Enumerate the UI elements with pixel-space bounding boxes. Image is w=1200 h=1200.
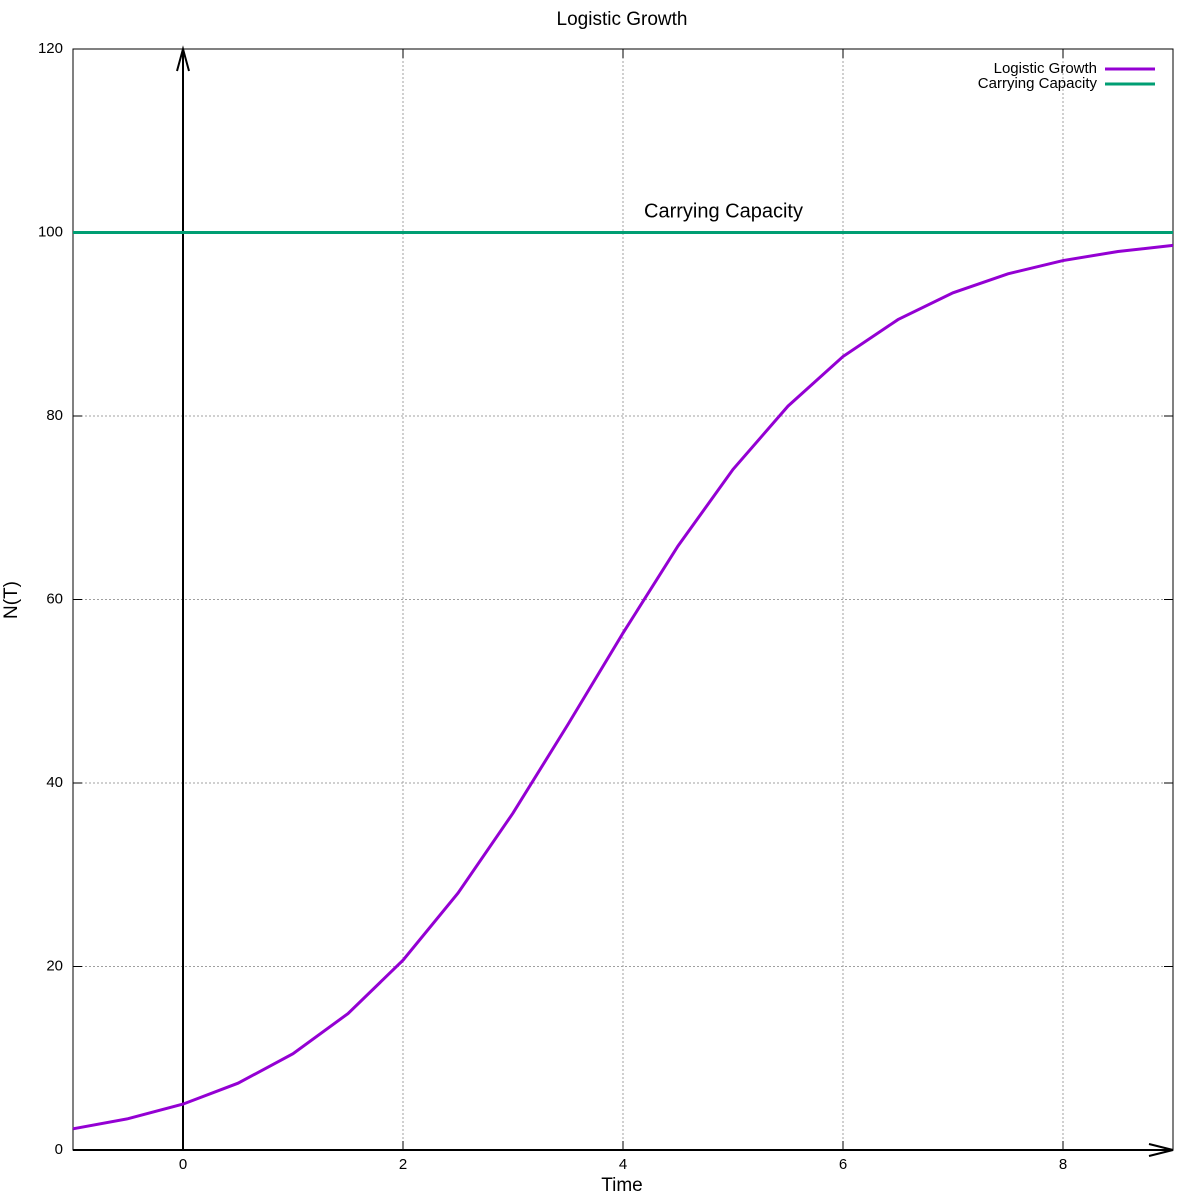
arrow-head — [176, 45, 190, 72]
x-tick-label: 8 — [1059, 1156, 1067, 1173]
y-tick-label: 100 — [38, 223, 63, 240]
y-tick-label: 0 — [55, 1141, 63, 1158]
chart-title: Logistic Growth — [557, 9, 688, 30]
legend-label: Logistic Growth — [994, 60, 1097, 77]
legend-label: Carrying Capacity — [978, 75, 1098, 92]
x-tick-label: 6 — [839, 1156, 847, 1173]
y-tick-label: 60 — [46, 590, 63, 607]
y-axis-label: N(T) — [1, 581, 22, 619]
y-tick-label: 20 — [46, 957, 63, 974]
x-tick-label: 4 — [619, 1156, 627, 1173]
arrow-head — [1148, 1143, 1174, 1157]
series-line — [72, 243, 1174, 1131]
annotation: Carrying Capacity — [644, 200, 803, 222]
x-tick-label: 0 — [179, 1156, 187, 1173]
y-tick-label: 40 — [46, 774, 63, 791]
x-tick-label: 2 — [399, 1156, 407, 1173]
y-tick-label: 80 — [46, 407, 63, 424]
y-tick-label: 120 — [38, 40, 63, 57]
x-axis-label: Time — [601, 1175, 643, 1196]
